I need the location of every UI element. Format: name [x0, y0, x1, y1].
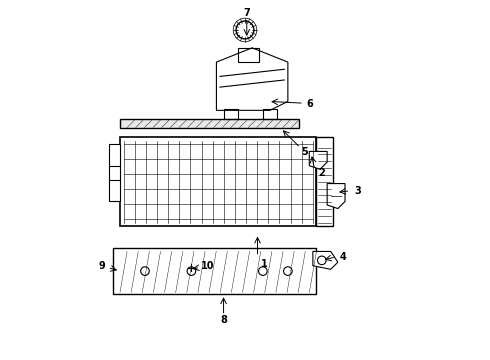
- Polygon shape: [109, 144, 120, 202]
- Bar: [223, 109, 238, 119]
- Polygon shape: [309, 152, 327, 169]
- Text: 4: 4: [340, 252, 346, 262]
- Text: 8: 8: [220, 315, 227, 325]
- Bar: [120, 137, 317, 226]
- Text: 7: 7: [244, 8, 250, 18]
- Text: 1: 1: [261, 259, 268, 269]
- Bar: [238, 48, 259, 62]
- Bar: [120, 119, 298, 128]
- Text: 10: 10: [201, 261, 214, 271]
- Polygon shape: [313, 251, 338, 269]
- Bar: [317, 137, 333, 226]
- Text: 3: 3: [354, 186, 361, 196]
- Text: 6: 6: [307, 99, 314, 109]
- Polygon shape: [217, 48, 288, 111]
- Text: 5: 5: [302, 147, 308, 157]
- Text: 9: 9: [98, 261, 105, 271]
- Bar: [263, 109, 277, 119]
- Polygon shape: [327, 184, 345, 208]
- Bar: [113, 248, 317, 294]
- Text: 2: 2: [318, 168, 325, 178]
